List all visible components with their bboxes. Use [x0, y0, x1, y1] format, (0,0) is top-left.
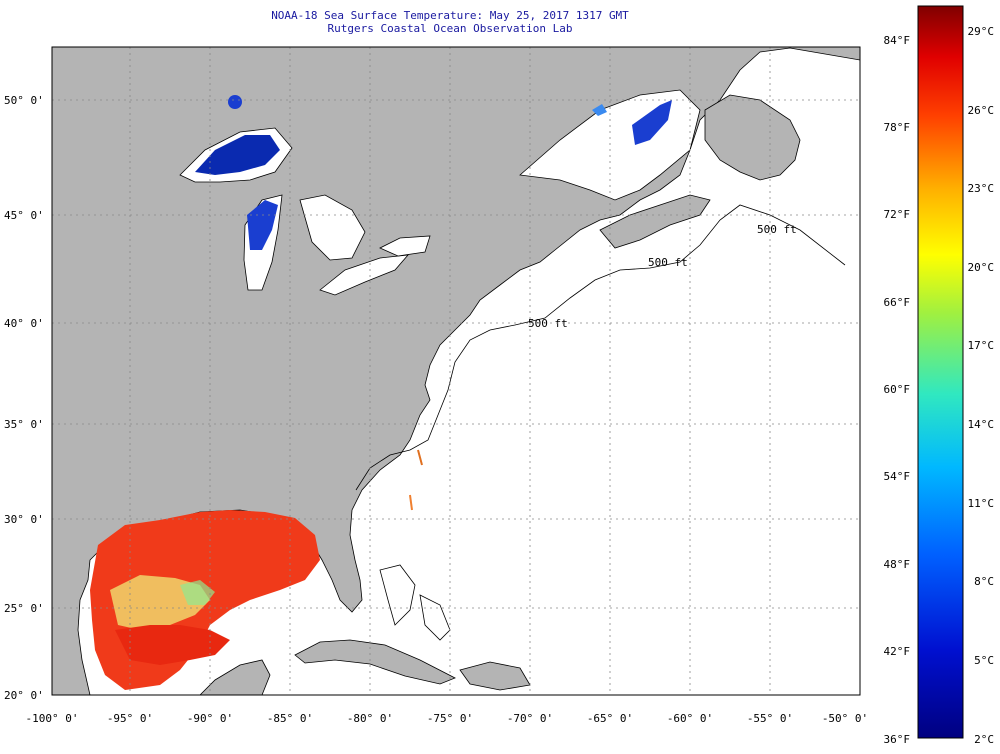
- isobath-500ft: [355, 204, 846, 491]
- colorbar-c-label: 20°C: [968, 261, 995, 274]
- colorbar-c-label: 2°C: [974, 733, 994, 746]
- lake-erie: [319, 254, 409, 296]
- gulf-sst-inner: [115, 625, 230, 665]
- lon-label: -60° 0': [667, 712, 713, 725]
- colorbar-f-label: 36°F: [884, 733, 911, 746]
- colorbar-c-label: 8°C: [974, 575, 994, 588]
- lake-superior-sst: [195, 135, 280, 175]
- colorbar-c-label: 29°C: [968, 25, 995, 38]
- newfoundland: [704, 94, 801, 181]
- lon-label: -50° 0': [822, 712, 868, 725]
- colorbar-f-label: 42°F: [884, 645, 911, 658]
- colorbar-f-label: 60°F: [884, 383, 911, 396]
- lake-ontario: [379, 235, 431, 257]
- map-subtitle: Rutgers Coastal Ocean Observation Lab: [327, 22, 573, 35]
- lat-label: 35° 0': [4, 418, 44, 431]
- st-lawrence-sst: [632, 100, 672, 145]
- lat-label: 25° 0': [4, 602, 44, 615]
- colorbar-f-label: 84°F: [884, 34, 911, 47]
- bahamas: [379, 564, 451, 641]
- lat-label: 45° 0': [4, 209, 44, 222]
- lat-label: 50° 0': [4, 94, 44, 107]
- map-area: 500 ft 500 ft 500 ft: [52, 47, 860, 695]
- lon-label: -95° 0': [107, 712, 153, 725]
- gulf-sst-cool-patch: [180, 580, 215, 605]
- colorbar-c-label: 26°C: [968, 104, 995, 117]
- map-frame: [51, 46, 861, 696]
- colorbar-f-label: 72°F: [884, 208, 911, 221]
- colorbar-c-label: 11°C: [968, 497, 995, 510]
- lon-label: -80° 0': [347, 712, 393, 725]
- isobath-label: 500 ft: [757, 223, 797, 236]
- isobath-label: 500 ft: [648, 256, 688, 269]
- longitude-labels: -100° 0' -95° 0' -90° 0' -85° 0' -80° 0'…: [26, 712, 869, 725]
- lake-st-john-sst: [592, 104, 607, 116]
- colorbar-c-label: 5°C: [974, 654, 994, 667]
- lon-label: -100° 0': [26, 712, 79, 725]
- lat-label: 30° 0': [4, 513, 44, 526]
- gulf-stream-fragment: [417, 449, 423, 466]
- isobath-label: 500 ft: [528, 317, 568, 330]
- lake-michigan-sst: [247, 200, 278, 250]
- lon-label: -85° 0': [267, 712, 313, 725]
- lake-nipigon-sst: [228, 95, 242, 109]
- temperature-colorbar: 84°F 78°F 72°F 66°F 60°F 54°F 48°F 42°F …: [884, 5, 995, 746]
- colorbar-f-label: 78°F: [884, 121, 911, 134]
- colorbar-c-label: 14°C: [968, 418, 995, 431]
- cuba: [294, 639, 456, 685]
- gulf-stream-fragment-2: [409, 494, 413, 511]
- map-title: NOAA-18 Sea Surface Temperature: May 25,…: [271, 9, 629, 22]
- lake-huron: [299, 194, 366, 261]
- latitude-labels: 50° 0' 45° 0' 40° 0' 35° 0' 30° 0' 25° 0…: [4, 94, 44, 702]
- lon-label: -55° 0': [747, 712, 793, 725]
- colorbar-f-label: 48°F: [884, 558, 911, 571]
- lon-label: -90° 0': [187, 712, 233, 725]
- yucatan: [199, 659, 271, 695]
- lon-label: -70° 0': [507, 712, 553, 725]
- lat-label: 20° 0': [4, 689, 44, 702]
- colorbar-c-label: 23°C: [968, 182, 995, 195]
- colorbar-f-label: 66°F: [884, 296, 911, 309]
- nova-scotia: [599, 194, 711, 249]
- lon-label: -65° 0': [587, 712, 633, 725]
- graticule: [52, 47, 860, 695]
- lon-label: -75° 0': [427, 712, 473, 725]
- lat-label: 40° 0': [4, 317, 44, 330]
- colorbar-c-label: 17°C: [968, 339, 995, 352]
- colorbar-f-label: 54°F: [884, 470, 911, 483]
